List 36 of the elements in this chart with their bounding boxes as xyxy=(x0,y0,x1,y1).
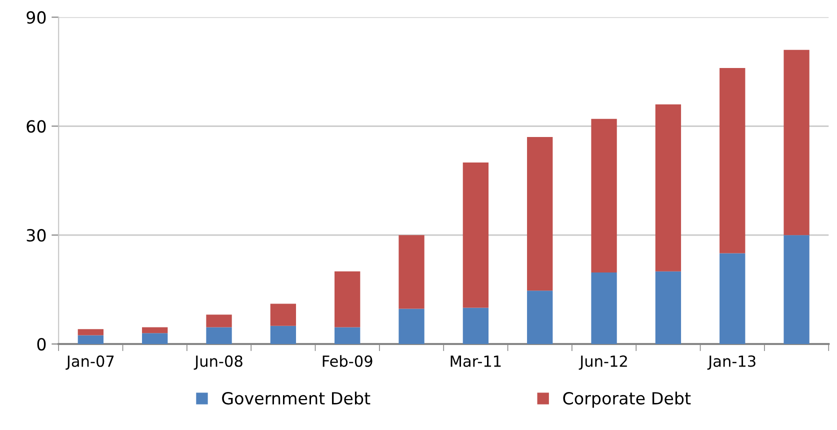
bar xyxy=(462,162,489,308)
bar xyxy=(398,235,424,309)
y-tick-label: 60 xyxy=(26,120,46,133)
bar xyxy=(334,327,360,344)
x-tick-label: Jun-12 xyxy=(578,355,627,370)
bar xyxy=(784,50,810,236)
bar xyxy=(206,327,232,344)
bar xyxy=(462,308,489,344)
bar xyxy=(142,333,168,344)
bar xyxy=(398,308,424,344)
y-tick-label: 90 xyxy=(26,11,46,24)
bar xyxy=(784,235,810,344)
bar xyxy=(591,272,617,344)
x-tick-label: Feb-09 xyxy=(322,355,372,367)
bar xyxy=(527,290,553,344)
bar xyxy=(591,118,617,272)
legend-label: Corporate Debt xyxy=(563,392,691,408)
bar xyxy=(527,137,553,291)
bar xyxy=(206,314,232,328)
bar xyxy=(270,304,296,326)
x-tick-label: Jun-08 xyxy=(194,355,242,370)
y-tick-label: 0 xyxy=(37,338,46,351)
bar xyxy=(655,271,682,344)
bar xyxy=(720,68,746,254)
bar xyxy=(655,104,682,272)
bar xyxy=(720,253,746,344)
x-tick-label: Jan-07 xyxy=(66,355,114,370)
x-tick-label: Jan-13 xyxy=(707,355,756,370)
legend-label: Government Debt xyxy=(222,392,370,405)
y-tick-label: 30 xyxy=(26,229,46,242)
bar xyxy=(78,329,104,336)
bar xyxy=(334,271,360,328)
bar xyxy=(142,327,168,334)
bar xyxy=(270,326,296,344)
bar xyxy=(78,335,104,344)
x-tick-label: Mar-11 xyxy=(450,356,501,367)
